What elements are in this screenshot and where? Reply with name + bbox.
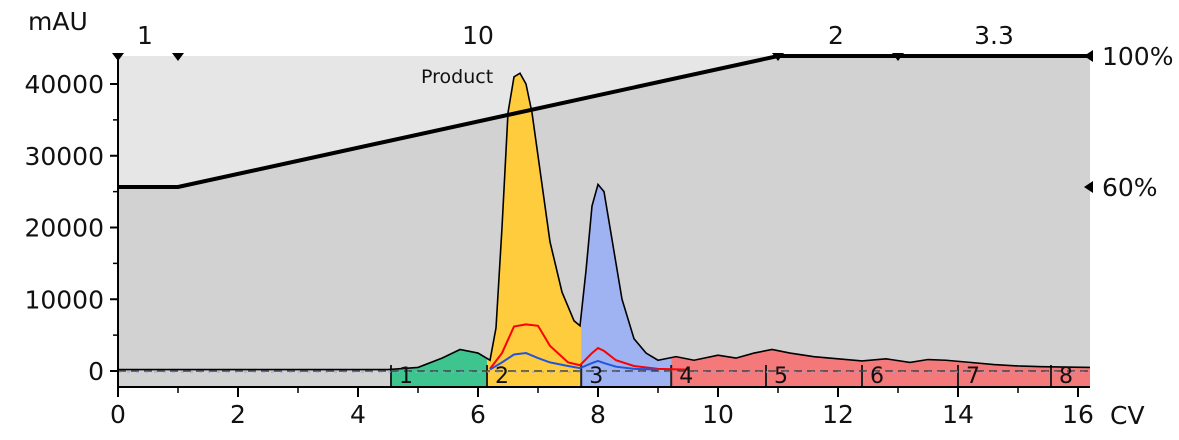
fraction-area-3 [581,184,672,371]
segment-label-10: 10 [462,21,494,50]
y2-tick-label: 100% [1102,42,1173,71]
red-trace-line [489,323,689,371]
x-tick-label: 0 [110,400,126,429]
fraction-label-5: 5 [774,364,788,389]
y-tick-label: 10000 [24,285,104,314]
x-axis-title: CV [1110,401,1145,430]
y2-tick-label: 60% [1102,173,1158,202]
fraction-label-8: 8 [1059,364,1073,389]
x-tick-label: 10 [702,400,734,429]
fraction-area-1 [391,349,487,371]
fraction-area-6 [862,358,958,371]
fraction-bar-5 [766,371,862,386]
gradient-upper-region [118,56,1090,187]
fraction-label-4: 4 [679,364,693,389]
uv-trace-line [118,72,1091,371]
x-tick-label: 12 [822,400,854,429]
y-axis-title: mAU [28,7,88,36]
blue-trace-line [489,352,659,371]
y2-marker-60 [1084,181,1093,193]
x-tick-label: 4 [350,400,366,429]
x-tick-label: 14 [942,400,974,429]
fraction-label-7: 7 [966,364,980,389]
fraction-bar-2 [487,371,582,386]
fraction-bar-6 [862,371,958,386]
y-tick-label: 30000 [24,142,104,171]
fraction-label-3: 3 [589,364,603,389]
fraction-bar-4 [671,371,766,386]
fraction-label-6: 6 [870,364,884,389]
fraction-bar-8 [1051,371,1090,386]
y-tick-label: 0 [88,357,104,386]
fraction-area-4 [671,350,766,371]
segment-marker [772,53,784,61]
fraction-area-5 [766,349,862,371]
x-tick-label: 6 [470,400,486,429]
segment-marker [172,53,184,61]
x-tick-label: 2 [230,400,246,429]
fraction-label-2: 2 [495,364,509,389]
y2-marker-100 [1084,50,1093,62]
fraction-label-1: 1 [399,364,413,389]
fraction-bar-1 [391,371,487,386]
segment-label-2: 2 [828,21,844,50]
fraction-bar-7 [958,371,1051,386]
segment-marker [112,53,124,61]
x-tick-label: 8 [590,400,606,429]
segment-label-1: 1 [137,21,153,50]
fraction-area-2 [487,73,582,372]
segment-label-3.3: 3.3 [974,21,1014,50]
y-tick-label: 40000 [24,70,104,99]
segment-marker [892,53,904,61]
y-tick-label: 20000 [24,214,104,243]
x-tick-label: 16 [1062,400,1094,429]
annotation-product: Product [421,66,493,88]
fraction-bar-3 [581,371,672,386]
gradient-line [118,54,1090,189]
